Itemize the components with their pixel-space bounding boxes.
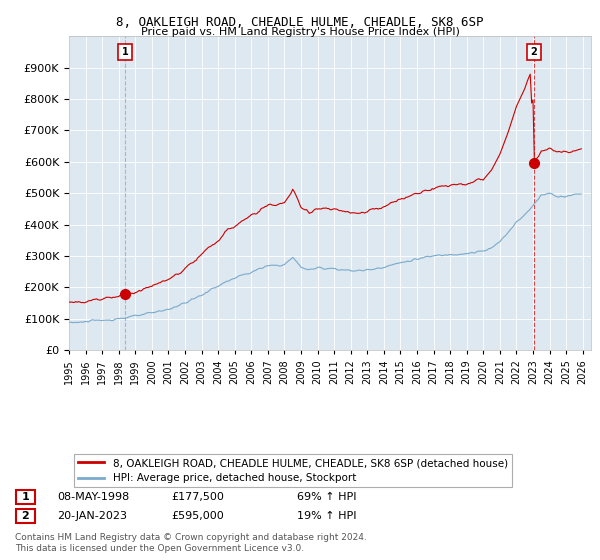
Text: 2: 2	[22, 511, 29, 521]
Text: 69% ↑ HPI: 69% ↑ HPI	[297, 492, 356, 502]
Text: 1: 1	[22, 492, 29, 502]
Text: 19% ↑ HPI: 19% ↑ HPI	[297, 511, 356, 521]
Legend: 8, OAKLEIGH ROAD, CHEADLE HULME, CHEADLE, SK8 6SP (detached house), HPI: Average: 8, OAKLEIGH ROAD, CHEADLE HULME, CHEADLE…	[74, 454, 512, 487]
FancyBboxPatch shape	[16, 489, 35, 504]
Text: £595,000: £595,000	[171, 511, 224, 521]
Text: 1: 1	[121, 47, 128, 57]
Text: Price paid vs. HM Land Registry's House Price Index (HPI): Price paid vs. HM Land Registry's House …	[140, 27, 460, 37]
FancyBboxPatch shape	[16, 509, 35, 524]
Text: 08-MAY-1998: 08-MAY-1998	[57, 492, 129, 502]
Text: Contains HM Land Registry data © Crown copyright and database right 2024.
This d: Contains HM Land Registry data © Crown c…	[15, 533, 367, 553]
Text: 20-JAN-2023: 20-JAN-2023	[57, 511, 127, 521]
Text: £177,500: £177,500	[171, 492, 224, 502]
Text: 8, OAKLEIGH ROAD, CHEADLE HULME, CHEADLE, SK8 6SP: 8, OAKLEIGH ROAD, CHEADLE HULME, CHEADLE…	[116, 16, 484, 29]
Text: 2: 2	[530, 47, 537, 57]
